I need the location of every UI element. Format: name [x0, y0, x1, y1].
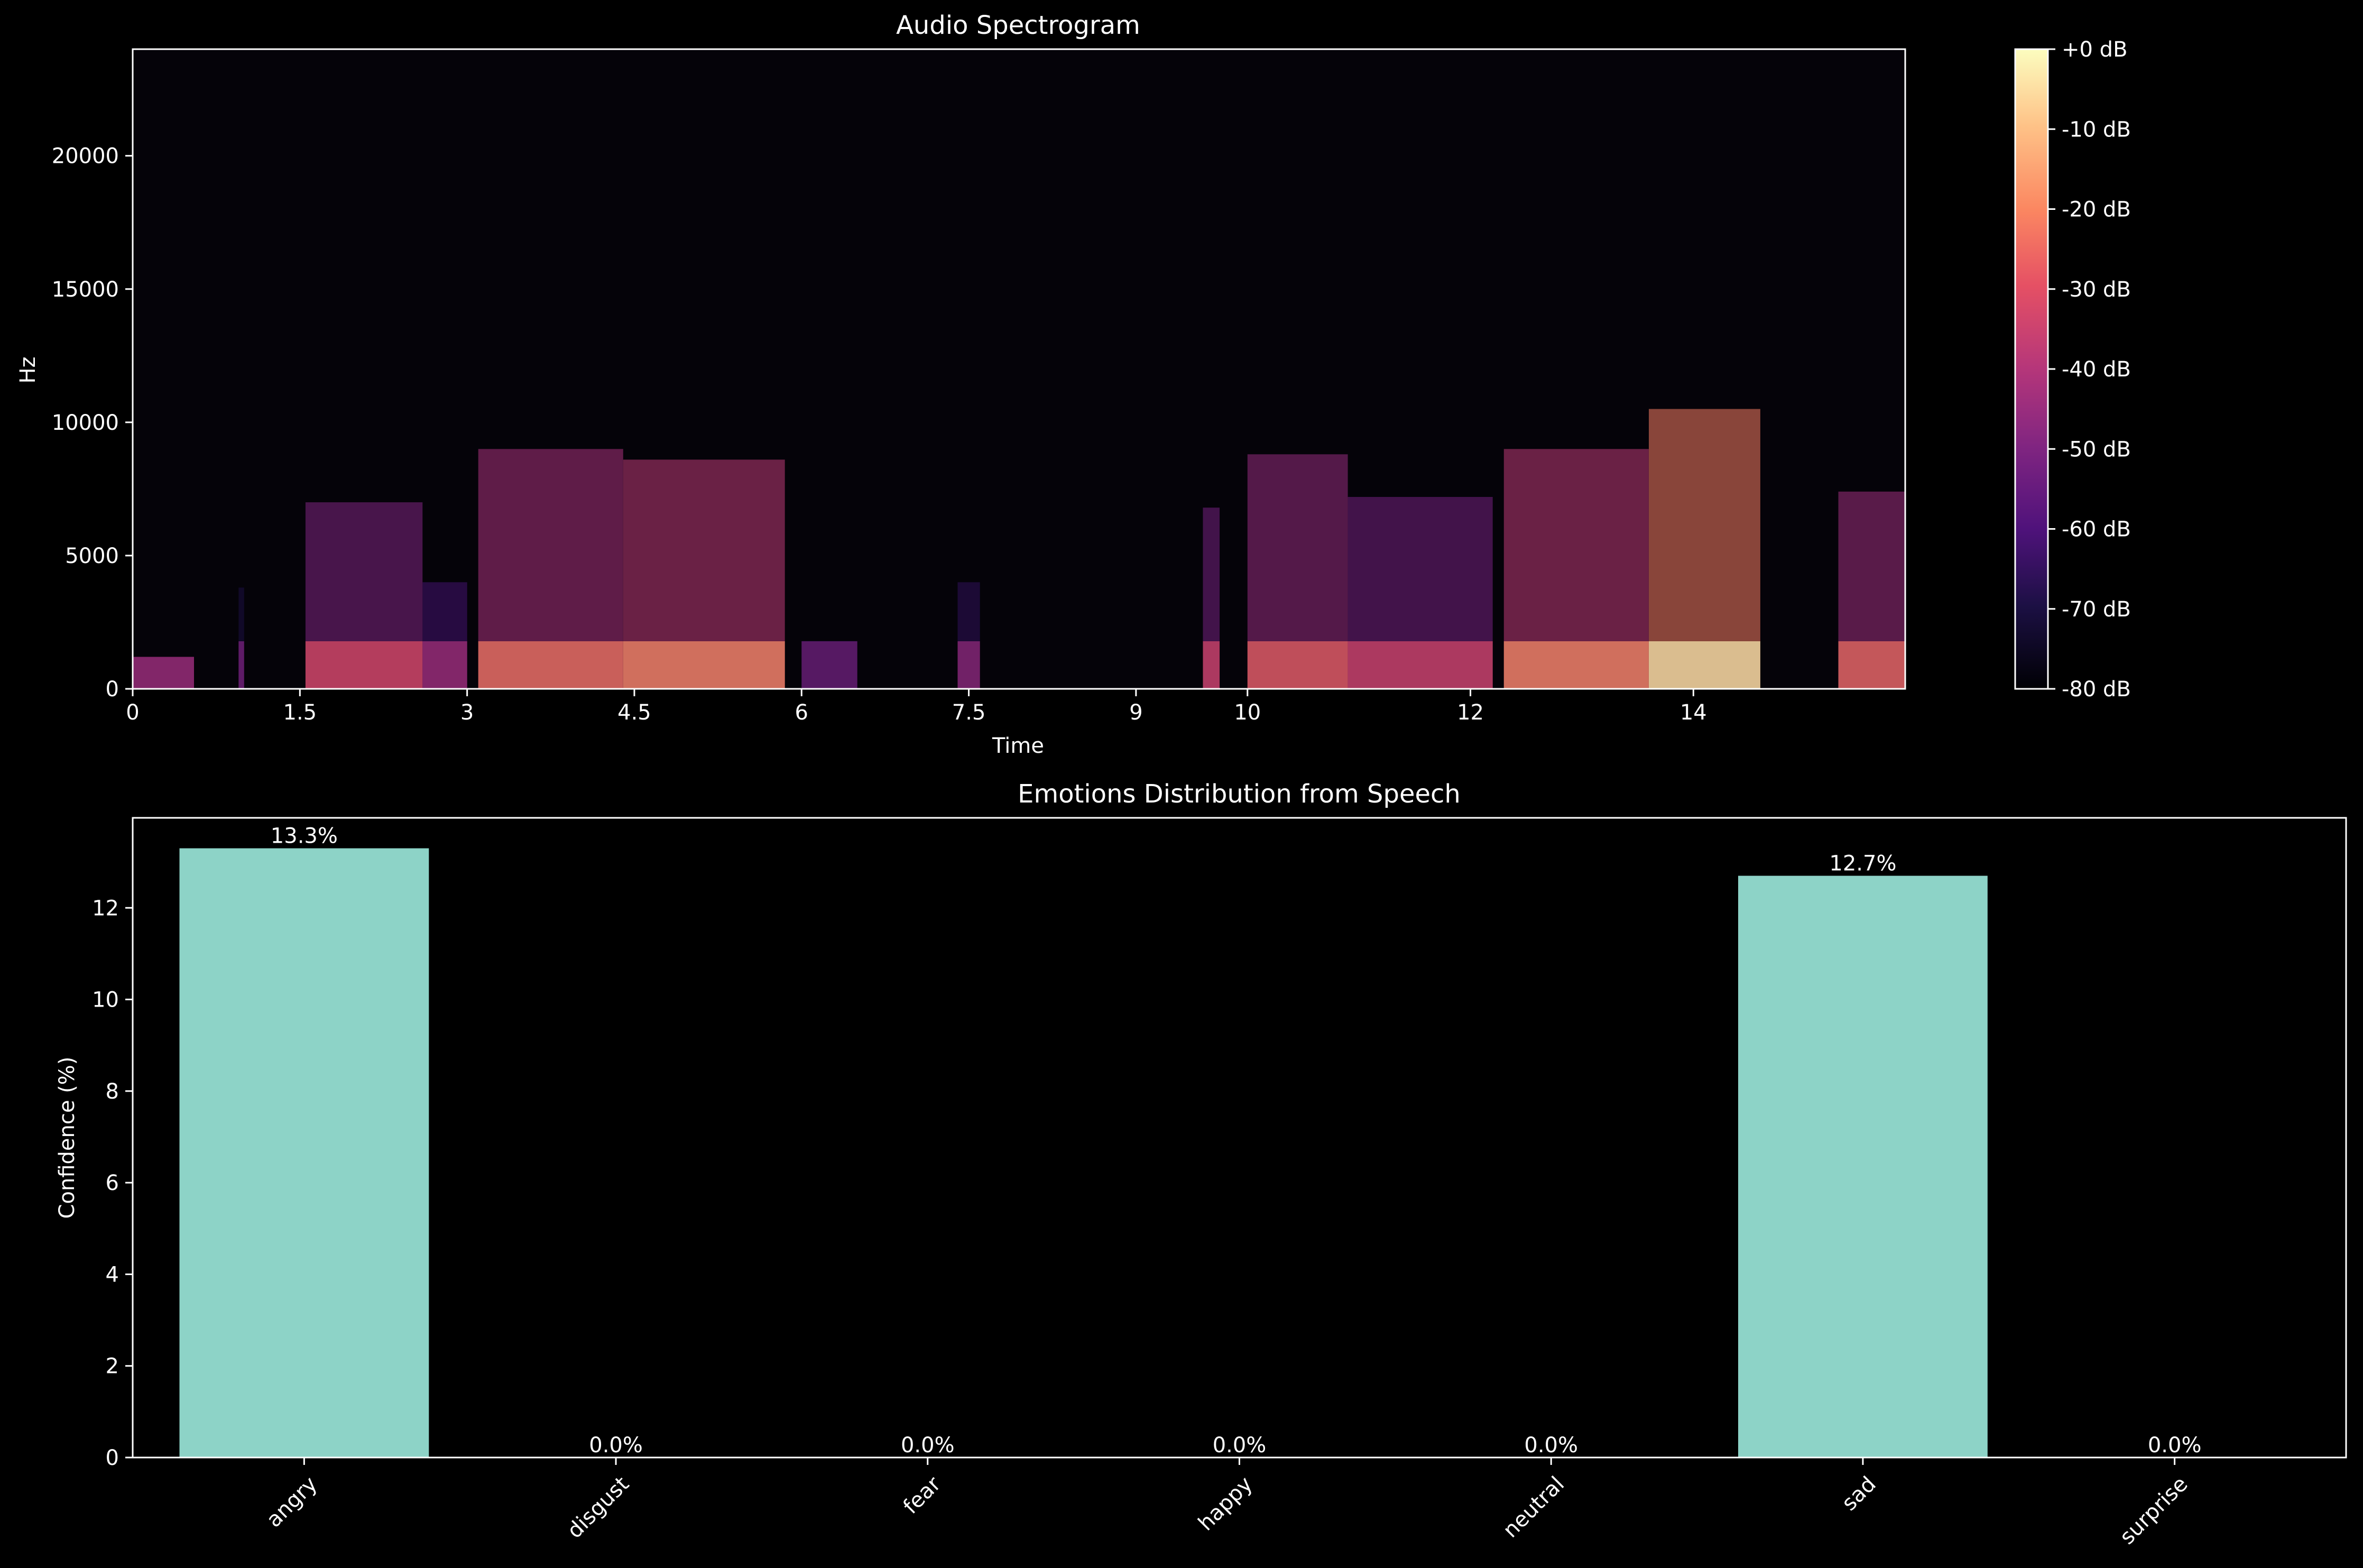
spectrogram-y-axis-label: Hz	[16, 356, 40, 383]
bar-y-tick-label: 8	[106, 1080, 119, 1104]
bar-value-label-surprise: 0.0%	[2148, 1433, 2202, 1458]
bar-chart-plot-background	[133, 818, 2346, 1458]
spectrogram-x-tick-label: 3	[460, 700, 474, 725]
colorbar-tick-label: -80 dB	[2062, 677, 2131, 702]
bar-chart-title: Emotions Distribution from Speech	[1018, 779, 1461, 809]
bar-y-tick-label: 6	[106, 1171, 119, 1195]
colorbar-tick-label: -40 dB	[2062, 357, 2131, 382]
spectrogram-low-band	[305, 641, 423, 689]
spectrogram-x-axis-label: Time	[992, 734, 1044, 758]
spectrogram-x-ticks: 0 1.5 3 4.5 6 7.5 9 10 12 14	[126, 689, 1707, 725]
bar-sad	[1738, 875, 1988, 1458]
spectrogram-low-band	[1203, 641, 1220, 689]
spectrogram-y-tick-label: 10000	[52, 411, 119, 435]
spectrogram-title: Audio Spectrogram	[896, 11, 1140, 40]
bar-value-labels: 13.3% 0.0% 0.0% 0.0% 0.0% 12.7% 0.0%	[271, 824, 2202, 1458]
spectrogram-y-ticks: 0 5000 10000 15000 20000	[52, 144, 133, 702]
spectrogram-low-band	[957, 641, 980, 689]
colorbar-tick-label: -70 dB	[2062, 597, 2131, 622]
bar-y-tick-label: 2	[106, 1354, 119, 1379]
spectrogram-low-band	[422, 641, 467, 689]
spectrogram-low-band	[1247, 641, 1348, 689]
bar-value-label-sad: 12.7%	[1829, 852, 1896, 876]
colorbar-tick-label: -10 dB	[2062, 117, 2131, 142]
spectrogram-y-tick-label: 20000	[52, 144, 119, 169]
colorbar-tick-label: -20 dB	[2062, 198, 2131, 222]
spectrogram-x-tick-label: 0	[126, 700, 139, 725]
spectrogram-y-tick-label: 5000	[65, 544, 119, 568]
spectrogram-low-band	[1649, 641, 1760, 689]
colorbar-tick-label: -60 dB	[2062, 518, 2131, 542]
spectrogram-low-band	[801, 641, 857, 689]
bar-y-tick-label: 0	[106, 1446, 119, 1470]
spectrogram-low-band	[1503, 641, 1649, 689]
spectrogram-y-tick-label: 15000	[52, 278, 119, 302]
spectrogram-low-band	[238, 641, 244, 689]
spectrogram-x-tick-label: 12	[1457, 700, 1484, 725]
spectrogram-x-tick-label: 1.5	[283, 700, 317, 725]
bar-y-tick-label: 12	[92, 896, 119, 920]
spectrogram-energy-regions	[133, 409, 1905, 689]
bar-value-label-angry: 13.3%	[271, 824, 338, 848]
bar-value-label-neutral: 0.0%	[1524, 1433, 1578, 1458]
spectrogram-energy-region	[238, 587, 244, 689]
spectrogram-low-band	[133, 657, 194, 689]
spectrogram-x-tick-label: 14	[1680, 700, 1707, 725]
bar-value-label-fear: 0.0%	[901, 1433, 955, 1458]
bar-value-label-disgust: 0.0%	[589, 1433, 643, 1458]
spectrogram-low-band	[1838, 641, 1905, 689]
colorbar-tick-label: -50 dB	[2062, 437, 2131, 462]
bar-chart-y-axis-label: Confidence (%)	[55, 1057, 79, 1219]
spectrogram-low-band	[623, 641, 785, 689]
spectrogram-x-tick-label: 6	[795, 700, 808, 725]
spectrogram-y-tick-label: 0	[106, 677, 119, 702]
bar-value-label-happy: 0.0%	[1213, 1433, 1267, 1458]
bar-series	[179, 848, 1988, 1458]
spectrogram-x-tick-label: 4.5	[617, 700, 651, 725]
colorbar-ticks: +0 dB -10 dB -20 dB -30 dB -40 dB -50 dB -60 d…	[2048, 38, 2131, 702]
spectrogram-low-band	[478, 641, 623, 689]
spectrogram-colorbar: +0 dB -10 dB -20 dB -30 dB -40 dB -50 dB -60 d…	[2014, 38, 2131, 702]
colorbar-gradient	[2015, 49, 2048, 689]
colorbar-tick-label: -30 dB	[2062, 278, 2131, 302]
spectrogram-frame	[132, 48, 1906, 690]
bar-y-tick-label: 10	[92, 988, 119, 1012]
bar-y-tick-label: 4	[106, 1262, 119, 1287]
spectrogram-low-band	[1347, 641, 1493, 689]
spectrogram-chart: Audio Spectrogram 0 1.5 3 4.5 6 7.5 9 10 12 14 0 5…	[16, 11, 1906, 758]
spectrogram-x-tick-label: 9	[1129, 700, 1142, 725]
spectrogram-x-tick-label: 7.5	[952, 700, 986, 725]
bar-chart-y-ticks: 0 2 4 6 8 10 12	[92, 896, 133, 1470]
spectrogram-x-tick-label: 10	[1234, 700, 1261, 725]
emotions-bar-chart: Emotions Distribution from Speech 13.3% 0…	[55, 779, 2347, 1549]
colorbar-tick-label: +0 dB	[2062, 38, 2128, 62]
bar-angry	[179, 848, 429, 1458]
